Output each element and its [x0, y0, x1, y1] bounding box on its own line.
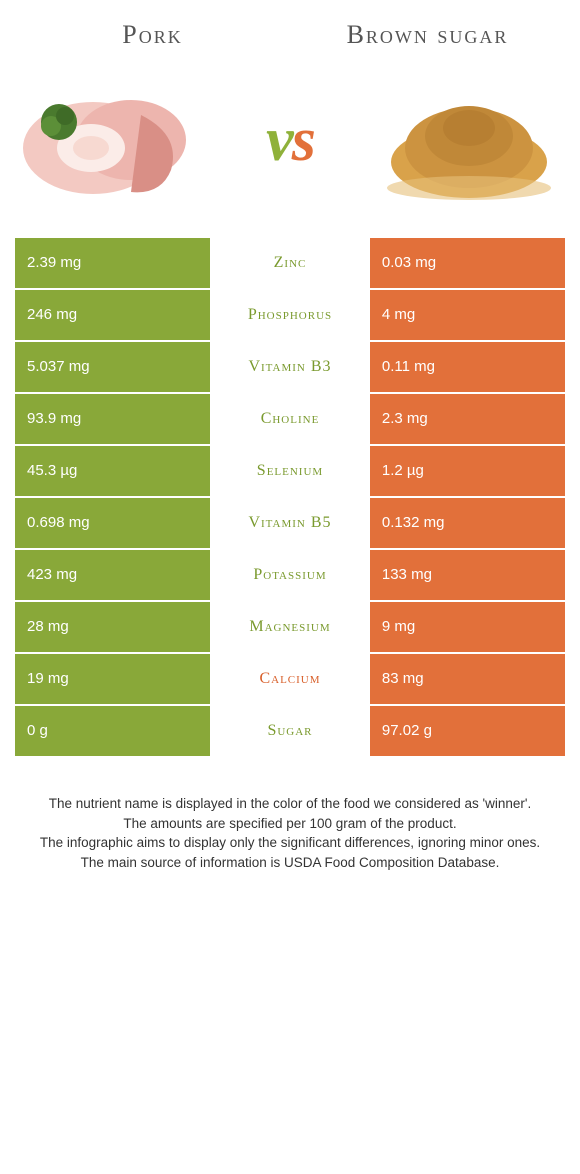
vs-label: vs: [266, 105, 314, 176]
left-value-cell: 0.698 mg: [15, 498, 210, 548]
left-value-cell: 0 g: [15, 706, 210, 756]
header: Pork Brown sugar: [15, 20, 565, 50]
nutrient-name-cell: Zinc: [210, 238, 370, 288]
left-value-cell: 19 mg: [15, 654, 210, 704]
nutrient-name-cell: Calcium: [210, 654, 370, 704]
table-row: 28 mgMagnesium9 mg: [15, 602, 565, 652]
left-value-cell: 93.9 mg: [15, 394, 210, 444]
nutrient-name-cell: Choline: [210, 394, 370, 444]
table-row: 19 mgCalcium83 mg: [15, 654, 565, 704]
nutrient-table: 2.39 mgZinc0.03 mg246 mgPhosphorus4 mg5.…: [15, 238, 565, 756]
right-food-title: Brown sugar: [304, 20, 552, 50]
left-value-cell: 246 mg: [15, 290, 210, 340]
nutrient-name-cell: Phosphorus: [210, 290, 370, 340]
right-value-cell: 133 mg: [370, 550, 565, 600]
footnote-line: The amounts are specified per 100 gram o…: [25, 814, 555, 834]
right-value-cell: 83 mg: [370, 654, 565, 704]
footnote-line: The infographic aims to display only the…: [25, 833, 555, 853]
nutrient-name-cell: Magnesium: [210, 602, 370, 652]
right-value-cell: 9 mg: [370, 602, 565, 652]
nutrient-name-cell: Vitamin B5: [210, 498, 370, 548]
right-food-image: [379, 70, 559, 210]
vs-left-char: v: [266, 106, 292, 174]
table-row: 246 mgPhosphorus4 mg: [15, 290, 565, 340]
table-row: 93.9 mgCholine2.3 mg: [15, 394, 565, 444]
table-row: 2.39 mgZinc0.03 mg: [15, 238, 565, 288]
table-row: 45.3 µgSelenium1.2 µg: [15, 446, 565, 496]
nutrient-name-cell: Sugar: [210, 706, 370, 756]
nutrient-name-cell: Selenium: [210, 446, 370, 496]
table-row: 423 mgPotassium133 mg: [15, 550, 565, 600]
table-row: 0 gSugar97.02 g: [15, 706, 565, 756]
right-value-cell: 1.2 µg: [370, 446, 565, 496]
left-food-image: [21, 70, 201, 210]
left-value-cell: 45.3 µg: [15, 446, 210, 496]
footnotes: The nutrient name is displayed in the co…: [15, 794, 565, 872]
table-row: 5.037 mgVitamin B30.11 mg: [15, 342, 565, 392]
right-value-cell: 0.132 mg: [370, 498, 565, 548]
left-value-cell: 2.39 mg: [15, 238, 210, 288]
left-value-cell: 28 mg: [15, 602, 210, 652]
left-value-cell: 5.037 mg: [15, 342, 210, 392]
right-value-cell: 2.3 mg: [370, 394, 565, 444]
table-row: 0.698 mgVitamin B50.132 mg: [15, 498, 565, 548]
right-value-cell: 4 mg: [370, 290, 565, 340]
left-value-cell: 423 mg: [15, 550, 210, 600]
vs-right-char: s: [292, 106, 314, 174]
footnote-line: The main source of information is USDA F…: [25, 853, 555, 873]
right-value-cell: 0.03 mg: [370, 238, 565, 288]
right-value-cell: 0.11 mg: [370, 342, 565, 392]
nutrient-name-cell: Vitamin B3: [210, 342, 370, 392]
images-row: vs: [15, 70, 565, 210]
left-food-title: Pork: [29, 20, 277, 50]
nutrient-name-cell: Potassium: [210, 550, 370, 600]
right-value-cell: 97.02 g: [370, 706, 565, 756]
footnote-line: The nutrient name is displayed in the co…: [25, 794, 555, 814]
